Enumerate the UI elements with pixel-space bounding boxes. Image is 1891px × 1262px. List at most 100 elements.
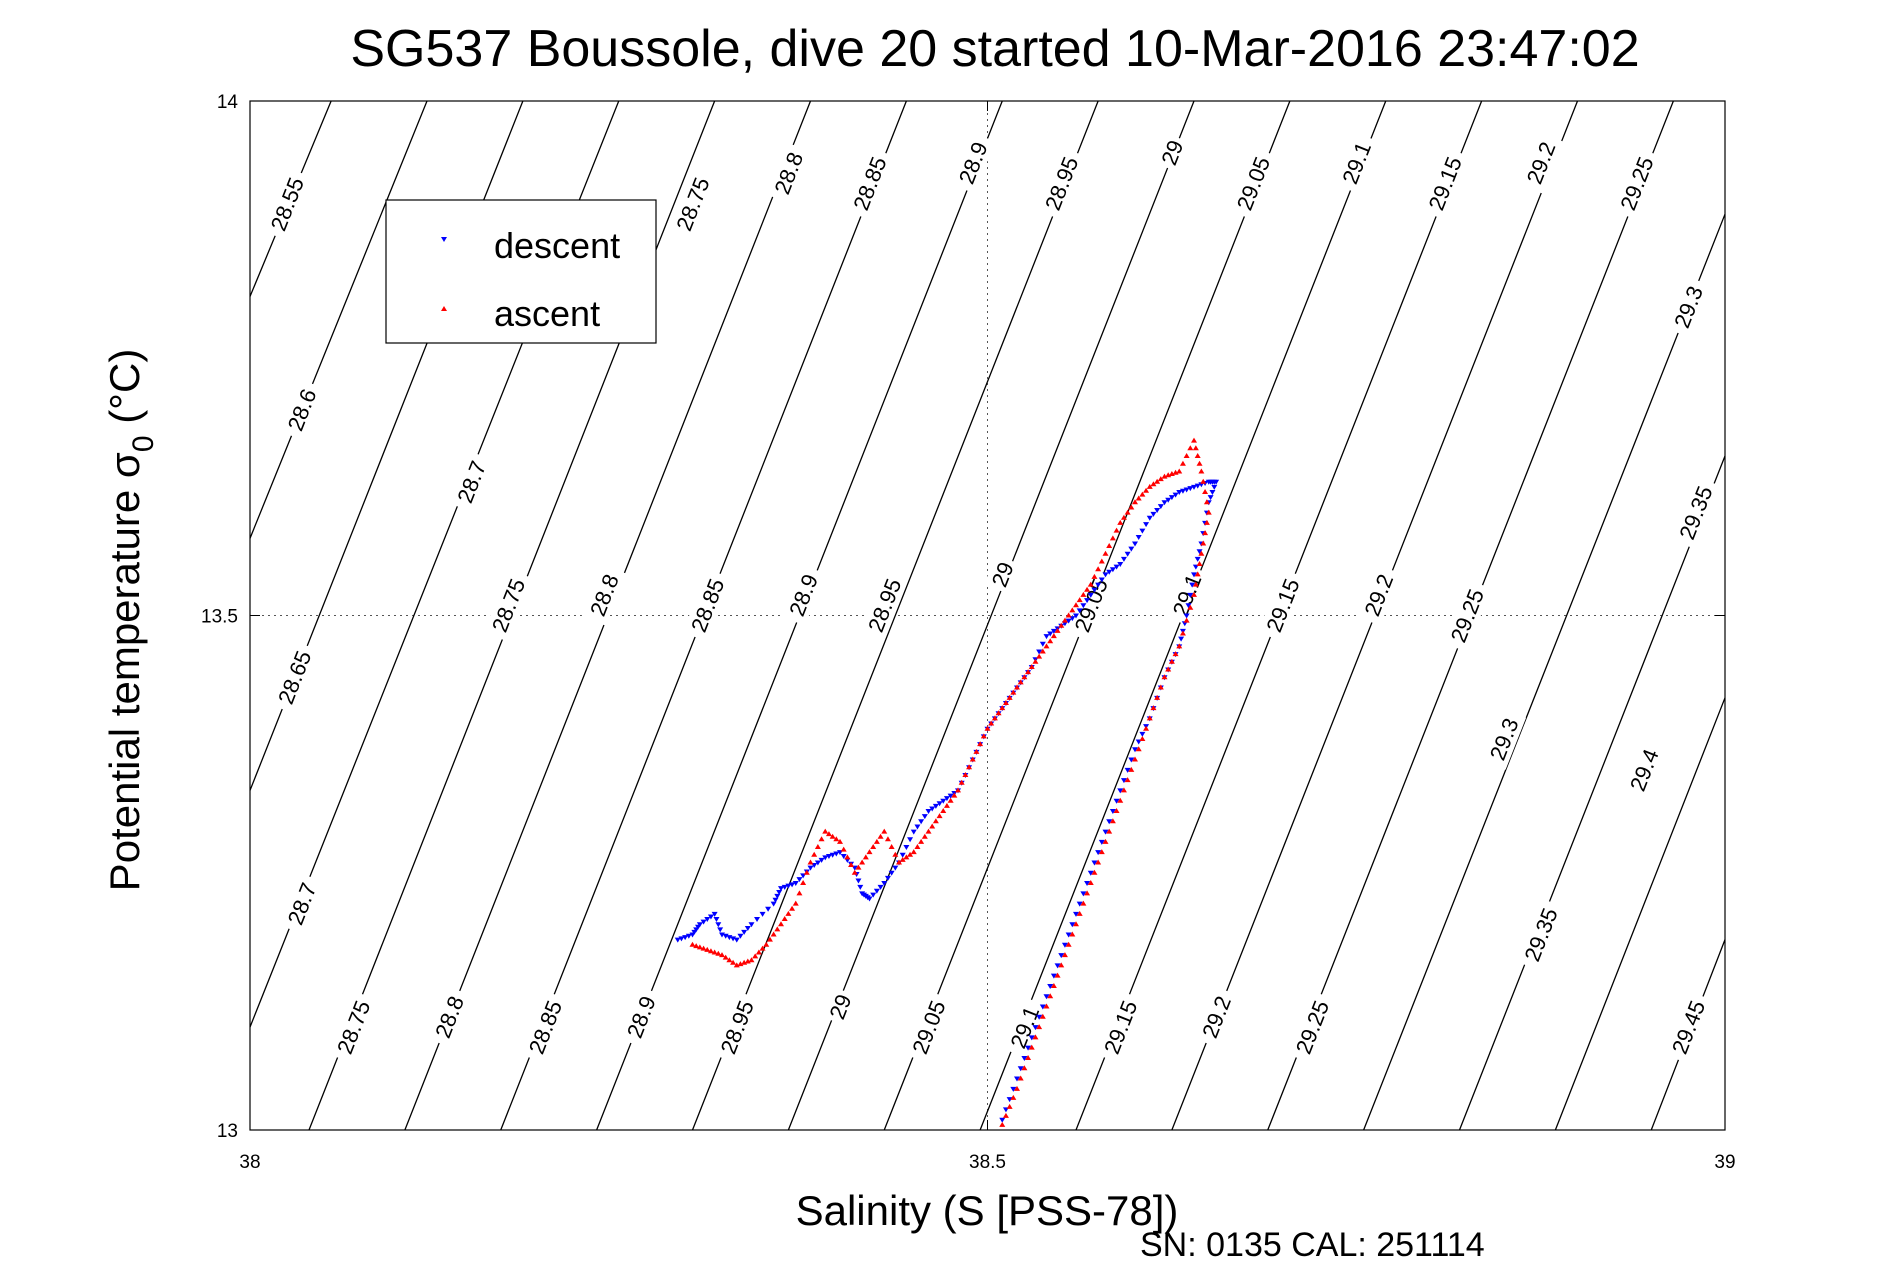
ascent-point [1143, 725, 1150, 731]
descent-point [1191, 572, 1197, 578]
ascent-point [704, 946, 711, 952]
descent-point [1069, 922, 1076, 928]
descent-point [1189, 582, 1196, 588]
descent-point [1139, 528, 1146, 534]
contour-label-extra-8-bg [950, 131, 996, 194]
ascent-point [733, 962, 740, 968]
contour-label-extra-6-bg [844, 146, 895, 220]
descent-point [1047, 631, 1054, 637]
ascent-point [1146, 483, 1153, 489]
ascent-point [870, 844, 877, 850]
ascent-point [1073, 921, 1079, 927]
descent-point [857, 884, 864, 890]
ascent-point [1028, 663, 1035, 669]
descent-point [748, 922, 755, 928]
ascent-point [1106, 543, 1113, 549]
ascent-point [921, 833, 928, 839]
ascent-point [1168, 658, 1175, 664]
ascent-point [1050, 982, 1057, 988]
y-tick-label-2: 14 [217, 92, 239, 113]
descent-point [1039, 1004, 1046, 1010]
y-axis-label-main: Potential temperature σ [101, 452, 148, 891]
descent-point [733, 937, 740, 943]
ascent-point [1154, 694, 1161, 700]
x-tick-label-1: 38.5 [969, 1152, 1006, 1173]
ascent-point [818, 836, 825, 842]
ascent-point [1196, 460, 1203, 466]
ascent-point [1014, 1085, 1020, 1091]
contour-label-11-bg [1002, 996, 1047, 1058]
descent-point [713, 917, 720, 923]
ascent-point [932, 818, 939, 824]
ascent-point [1176, 468, 1183, 474]
y-axis-label: Potential temperature σ0 (°C) [101, 349, 160, 892]
descent-point [781, 884, 788, 890]
descent-point [774, 893, 781, 899]
ascent-point [840, 846, 847, 852]
ascent-point [1150, 705, 1157, 711]
descent-point [1065, 932, 1072, 938]
ascent-point [881, 828, 888, 834]
contour-label-6-bg [520, 990, 570, 1064]
descent-point [1010, 1086, 1017, 1092]
descent-point [1080, 603, 1087, 609]
ascent-point [914, 844, 921, 850]
ascent-point [896, 859, 902, 865]
ascent-point [1128, 504, 1135, 510]
ascent-point [1165, 472, 1172, 478]
descent-point [1128, 546, 1135, 552]
ascent-point [1179, 630, 1186, 636]
descent-point [1113, 798, 1120, 804]
contour-label-extra-20-bg [1518, 131, 1563, 194]
ascent-point [966, 764, 973, 770]
descent-point [918, 819, 925, 825]
contour-label-extra-4-bg [766, 142, 811, 204]
ascent-point [1058, 962, 1065, 968]
ascent-point [789, 905, 796, 911]
descent-point [829, 852, 836, 858]
ascent-point [1058, 622, 1065, 628]
descent-point [1061, 942, 1068, 948]
ascent-point [1113, 808, 1120, 814]
descent-point [744, 926, 751, 932]
ascent-point [737, 961, 744, 967]
ascent-point [947, 797, 954, 803]
contour-label-12-bg [1095, 990, 1145, 1064]
contour-label-extra-21-bg [1442, 579, 1492, 652]
ascent-point [1017, 679, 1024, 685]
ascent-point [1132, 499, 1138, 505]
descent-point [1095, 582, 1102, 588]
descent-point [1143, 522, 1150, 528]
descent-point [1025, 1045, 1032, 1051]
legend-ascent-marker [441, 306, 447, 311]
descent-point [1017, 1066, 1024, 1072]
descent-point [947, 793, 954, 799]
ascent-point [748, 957, 755, 963]
descent-point [759, 911, 766, 917]
ascent-point [785, 910, 792, 916]
contour-line-1 [249, 100, 428, 539]
ascent-point [1010, 1094, 1017, 1100]
x-axis-label: Salinity (S [PSS-78]) [796, 1187, 1179, 1234]
descent-point [892, 865, 899, 871]
ascent-point [1025, 669, 1032, 675]
ascent-point [1109, 535, 1116, 541]
descent-point [1080, 891, 1087, 897]
ascent-point [1091, 869, 1098, 875]
contour-label-5-bg [426, 985, 472, 1048]
descent-point [1179, 488, 1186, 494]
descent-point [1185, 603, 1192, 609]
ascent-point [1139, 735, 1146, 741]
descent-point [1183, 487, 1190, 493]
ascent-point [1069, 607, 1076, 613]
descent-point [1039, 641, 1046, 647]
ascent-point [833, 836, 840, 842]
ascent-point [1102, 838, 1109, 844]
ascent-point [755, 949, 762, 955]
descent-point [825, 854, 832, 860]
ascent-series [689, 437, 1212, 1127]
contour-label-extra-16-bg [1333, 131, 1379, 194]
descent-point [1006, 1097, 1013, 1103]
contour-label-16-bg [1516, 898, 1566, 971]
descent-point [870, 892, 877, 898]
